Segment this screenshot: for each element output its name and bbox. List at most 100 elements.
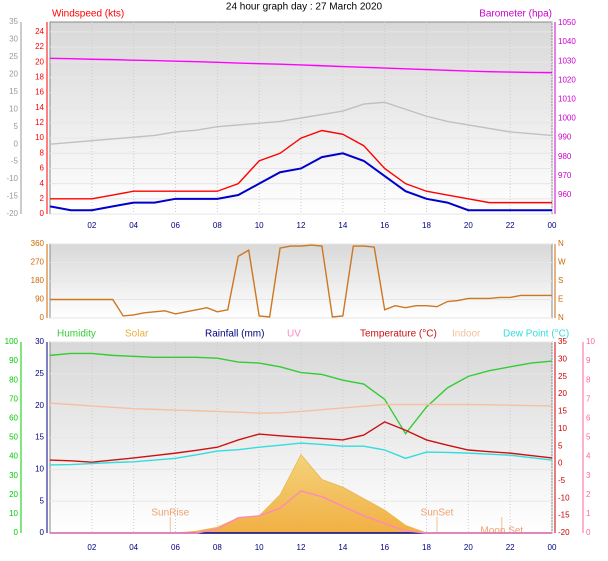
y-tick-label: 15 (9, 87, 18, 96)
legend-entry: Solar (125, 329, 149, 340)
line (50, 490, 552, 534)
x-tick-label: 16 (380, 543, 389, 552)
x-tick-label: 08 (213, 221, 222, 230)
x-tick-label: 22 (506, 221, 515, 230)
y-tick-label: 10 (9, 509, 18, 518)
y-tick-label: 40 (9, 452, 18, 461)
y-tick-label: 960 (558, 190, 572, 199)
y-tick-label: 0 (558, 459, 563, 468)
y-tick-label: 1010 (558, 94, 576, 103)
y-tick-label: 12 (35, 118, 44, 127)
y-tick-label: 20 (35, 57, 44, 66)
y-tick-label: 970 (558, 171, 572, 180)
y-tick-label: 4 (40, 179, 45, 188)
y-tick-label: 1000 (558, 114, 576, 123)
legend-entry: Dew Point (°C) (503, 329, 569, 340)
x-tick-label: 10 (255, 221, 264, 230)
y-tick-label: 20 (9, 69, 18, 78)
x-tick-label: 20 (464, 221, 473, 230)
y-tick-label: 0 (14, 139, 19, 148)
x-tick-label: 16 (380, 221, 389, 230)
y-tick-label: 90 (9, 356, 18, 365)
legend-entry: Rainfall (mm) (205, 329, 264, 340)
line (49, 402, 553, 414)
y-tick-label: -20 (558, 528, 570, 537)
y-tick-label: -5 (11, 157, 19, 166)
x-tick-label: 12 (297, 221, 306, 230)
x-tick-label: 10 (255, 543, 264, 552)
y-tick-label: 30 (9, 471, 18, 480)
x-tick-label: 04 (129, 221, 138, 230)
y-tick-label: -10 (558, 493, 570, 502)
y-tick-label: 8 (40, 148, 45, 157)
y-tick-label: 50 (9, 433, 18, 442)
y-tick-label: 990 (558, 133, 572, 142)
y-tick-label: 22 (35, 42, 44, 51)
legend-entry: Indoor (452, 329, 481, 340)
chart-title: 24 hour graph day : 27 March 2020 (226, 2, 383, 13)
y-tick-label: 30 (558, 354, 567, 363)
y-tick-label: 360 (31, 239, 45, 248)
x-tick-label: 06 (171, 543, 180, 552)
x-tick-label: 04 (129, 543, 138, 552)
y-tick-label: 8 (586, 375, 591, 384)
y-tick-label: 0 (586, 528, 591, 537)
x-tick-label: 00 (548, 543, 557, 552)
x-tick-label: 08 (213, 543, 222, 552)
y-tick-label: 70 (9, 394, 18, 403)
y-tick-label: 270 (31, 258, 45, 267)
line (50, 244, 552, 318)
x-tick-label: 02 (87, 221, 96, 230)
y-tick-label: 1030 (558, 56, 576, 65)
y-tick-label: 15 (558, 407, 567, 416)
line (49, 152, 552, 212)
x-tick-label: 18 (422, 221, 431, 230)
y-tick-label: 10 (9, 104, 18, 113)
y-tick-label: 1040 (558, 37, 576, 46)
y-tick-label: 180 (31, 276, 45, 285)
y-tick-label: N (558, 313, 564, 322)
y-tick-label: 6 (586, 414, 591, 423)
y-tick-label: 1 (586, 509, 591, 518)
y-tick-label: 4 (586, 452, 591, 461)
y-tick-label: 0 (40, 209, 45, 218)
y-tick-label: 1050 (558, 18, 576, 27)
x-tick-label: 14 (338, 221, 347, 230)
line (50, 129, 552, 204)
x-tick-label: 14 (338, 543, 347, 552)
y-tick-label: 18 (35, 73, 44, 82)
legend-entry: Temperature (°C) (360, 329, 437, 340)
y-tick-label: 35 (9, 17, 18, 26)
y-tick-label: -15 (558, 511, 570, 520)
y-tick-label: -10 (6, 174, 18, 183)
y-tick-label: 30 (9, 35, 18, 44)
y-tick-label: 16 (35, 88, 44, 97)
x-tick-label: 20 (464, 543, 473, 552)
y-tick-label: 25 (558, 372, 567, 381)
y-tick-label: 0 (14, 528, 19, 537)
y-tick-label: 20 (35, 401, 44, 410)
axis-title: Windspeed (kts) (52, 9, 124, 20)
y-tick-label: 35 (558, 337, 567, 346)
y-tick-label: -20 (6, 209, 18, 218)
annotation: SunRise (151, 508, 189, 519)
y-tick-label: 5 (586, 433, 591, 442)
y-tick-label: N (558, 239, 564, 248)
y-tick-label: 0 (40, 528, 45, 537)
y-tick-label: 2 (586, 490, 591, 499)
y-tick-label: 7 (586, 394, 591, 403)
y-tick-label: 2 (40, 194, 45, 203)
y-tick-label: W (558, 258, 566, 267)
x-tick-label: 00 (548, 221, 557, 230)
line (49, 421, 553, 463)
y-tick-label: 10 (35, 133, 44, 142)
y-tick-label: 20 (558, 389, 567, 398)
y-tick-label: 90 (35, 295, 44, 304)
legend-entry: UV (287, 329, 301, 340)
y-tick-label: 15 (35, 433, 44, 442)
y-tick-label: 25 (35, 369, 44, 378)
x-tick-label: 18 (422, 543, 431, 552)
y-tick-label: 60 (9, 414, 18, 423)
y-tick-label: 100 (5, 337, 19, 346)
